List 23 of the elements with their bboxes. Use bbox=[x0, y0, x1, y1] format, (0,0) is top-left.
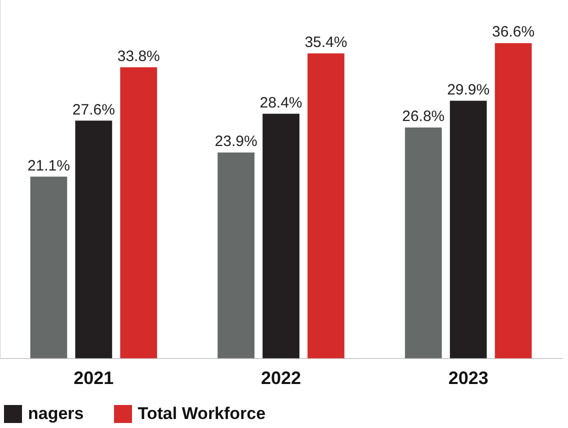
data-label: 28.4% bbox=[260, 94, 302, 112]
bar bbox=[30, 176, 68, 358]
data-label: 33.8% bbox=[117, 48, 160, 65]
data-label: 29.9% bbox=[447, 81, 490, 98]
data-label: 36.6% bbox=[492, 24, 535, 41]
bar bbox=[262, 114, 300, 358]
bar bbox=[494, 43, 532, 358]
bar bbox=[75, 120, 112, 358]
data-label: 27.6% bbox=[72, 101, 115, 118]
legend-label: nagers bbox=[28, 404, 84, 424]
data-label: 26.8% bbox=[402, 108, 445, 126]
data-label: 35.4% bbox=[304, 34, 348, 52]
x-tick-label: 2022 bbox=[260, 368, 302, 388]
bar bbox=[218, 152, 254, 358]
x-tick-label: 2021 bbox=[74, 368, 114, 388]
bar bbox=[120, 67, 158, 358]
legend-label: Total Workforce bbox=[138, 404, 266, 424]
data-label: 23.9% bbox=[214, 133, 258, 150]
bar bbox=[450, 100, 487, 358]
bar bbox=[404, 128, 442, 358]
bar bbox=[308, 53, 344, 358]
x-tick-label: 2023 bbox=[448, 368, 488, 388]
data-label: 21.1% bbox=[27, 157, 70, 174]
